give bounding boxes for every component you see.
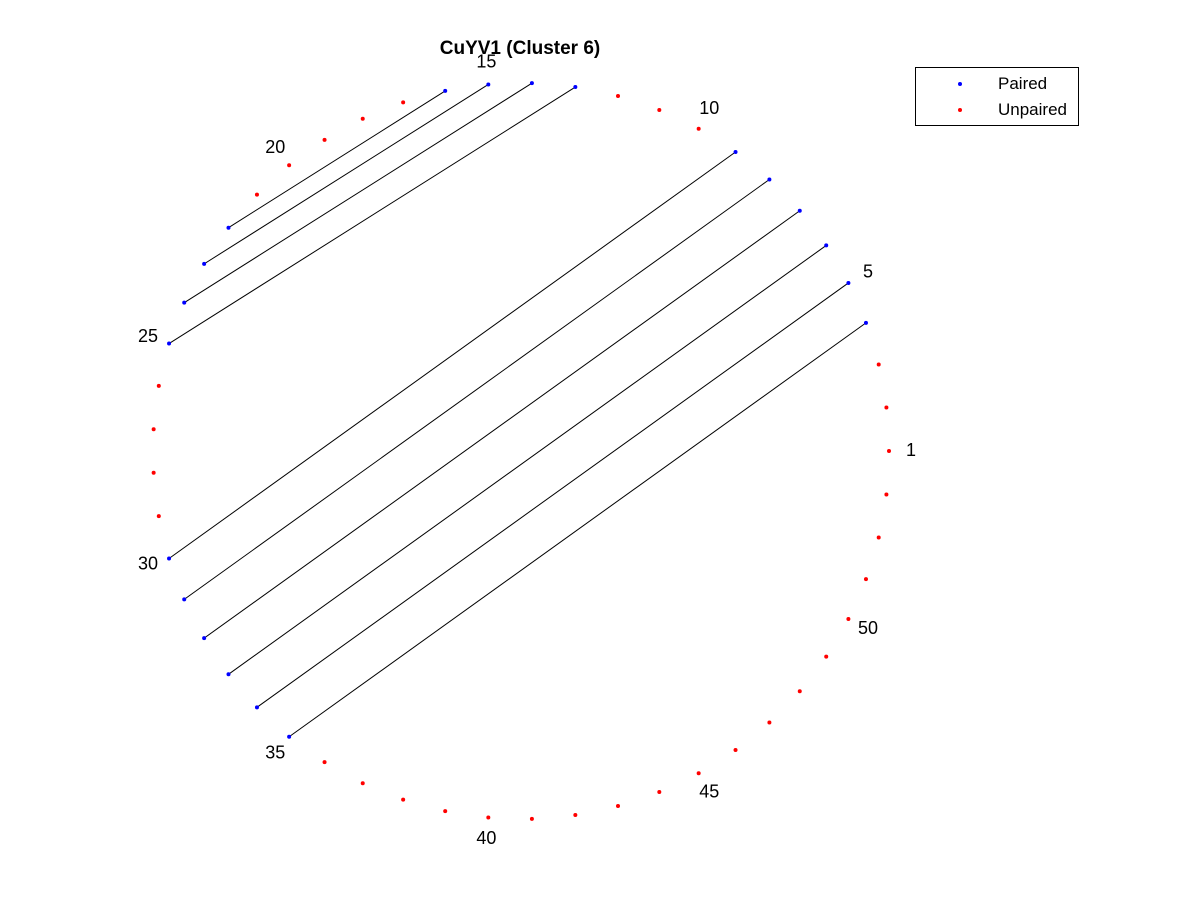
- unpaired-point-41: [529, 816, 534, 821]
- position-label-50: 50: [858, 618, 878, 638]
- unpaired-point-45: [696, 771, 701, 776]
- unpaired-point-3: [876, 362, 881, 367]
- position-label-20: 20: [265, 137, 285, 157]
- pair-link-6-33: [228, 245, 827, 675]
- paired-point-6: [824, 243, 829, 248]
- unpaired-point-18: [360, 116, 365, 121]
- chart-title: CuYV1 (Cluster 6): [439, 38, 601, 59]
- unpaired-point-47: [767, 720, 772, 725]
- unpaired-point-51: [863, 577, 868, 582]
- pair-link-9-30: [168, 151, 736, 559]
- legend-entry-unpaired: Unpaired: [916, 100, 1078, 122]
- unpaired-point-48: [797, 689, 802, 694]
- paired-point-31: [182, 597, 187, 602]
- pair-link-13-25: [168, 86, 576, 344]
- unpaired-point-40: [486, 815, 491, 820]
- unpaired-point-11: [657, 107, 662, 112]
- paired-point-7: [797, 208, 802, 213]
- unpaired-point-27: [151, 427, 156, 432]
- unpaired-point-36: [322, 760, 327, 765]
- pair-link-7-32: [203, 210, 801, 639]
- unpaired-point-29: [156, 514, 161, 519]
- unpaired-point-1: [887, 449, 891, 453]
- paired-point-13: [573, 85, 578, 90]
- paired-point-15: [486, 82, 491, 87]
- position-label-25: 25: [138, 326, 158, 346]
- position-label-30: 30: [138, 554, 158, 574]
- paired-point-33: [226, 672, 231, 677]
- unpaired-point-12: [616, 94, 621, 99]
- pair-link-5-34: [256, 282, 849, 708]
- paired-point-32: [202, 636, 207, 641]
- unpaired-point-39: [443, 809, 448, 814]
- unpaired-point-28: [151, 470, 156, 475]
- paired-point-24: [182, 300, 187, 305]
- pair-link-4-35: [288, 322, 867, 738]
- paired-point-8: [767, 177, 772, 182]
- legend-marker-unpaired: [958, 108, 962, 112]
- legend-label-paired: Paired: [998, 74, 1048, 93]
- pair-link-14-24: [183, 82, 533, 304]
- unpaired-point-10: [696, 126, 701, 131]
- paired-point-14: [529, 81, 534, 86]
- paired-point-23: [202, 261, 207, 266]
- paired-point-30: [167, 556, 172, 561]
- paired-point-4: [863, 320, 868, 325]
- unpaired-point-53: [884, 492, 889, 497]
- paired-point-22: [226, 225, 231, 230]
- pair-link-16-22: [228, 90, 446, 229]
- position-label-40: 40: [476, 828, 496, 848]
- unpaired-point-21: [254, 192, 259, 197]
- unpaired-point-44: [657, 790, 662, 795]
- paired-point-16: [443, 88, 448, 93]
- unpaired-point-19: [322, 137, 327, 142]
- position-label-1: 1: [906, 440, 916, 460]
- position-markers: [151, 81, 891, 821]
- position-label-45: 45: [699, 781, 719, 801]
- position-label-15: 15: [476, 51, 496, 71]
- legend-label-unpaired: Unpaired: [998, 100, 1067, 119]
- unpaired-point-38: [401, 797, 406, 802]
- position-label-10: 10: [699, 98, 719, 118]
- paired-point-35: [287, 734, 292, 739]
- unpaired-point-17: [401, 100, 406, 105]
- legend-marker-paired: [958, 82, 962, 86]
- unpaired-point-42: [573, 812, 578, 817]
- pair-link-8-31: [183, 179, 770, 600]
- paired-point-34: [254, 705, 259, 710]
- pair-links: [168, 82, 867, 738]
- position-label-5: 5: [863, 262, 873, 282]
- unpaired-point-46: [733, 747, 738, 752]
- unpaired-point-37: [360, 781, 365, 786]
- unpaired-point-49: [824, 654, 829, 659]
- legend: Paired Unpaired: [915, 67, 1079, 126]
- unpaired-point-2: [884, 405, 889, 410]
- unpaired-point-50: [846, 617, 851, 622]
- unpaired-point-43: [616, 803, 621, 808]
- position-label-35: 35: [265, 743, 285, 763]
- legend-entry-paired: Paired: [916, 74, 1078, 96]
- unpaired-point-20: [287, 163, 292, 168]
- paired-point-25: [167, 341, 172, 346]
- unpaired-point-26: [156, 383, 161, 388]
- pair-link-15-23: [203, 84, 489, 265]
- unpaired-point-52: [876, 535, 881, 540]
- paired-point-5: [846, 280, 851, 285]
- paired-point-9: [733, 150, 738, 155]
